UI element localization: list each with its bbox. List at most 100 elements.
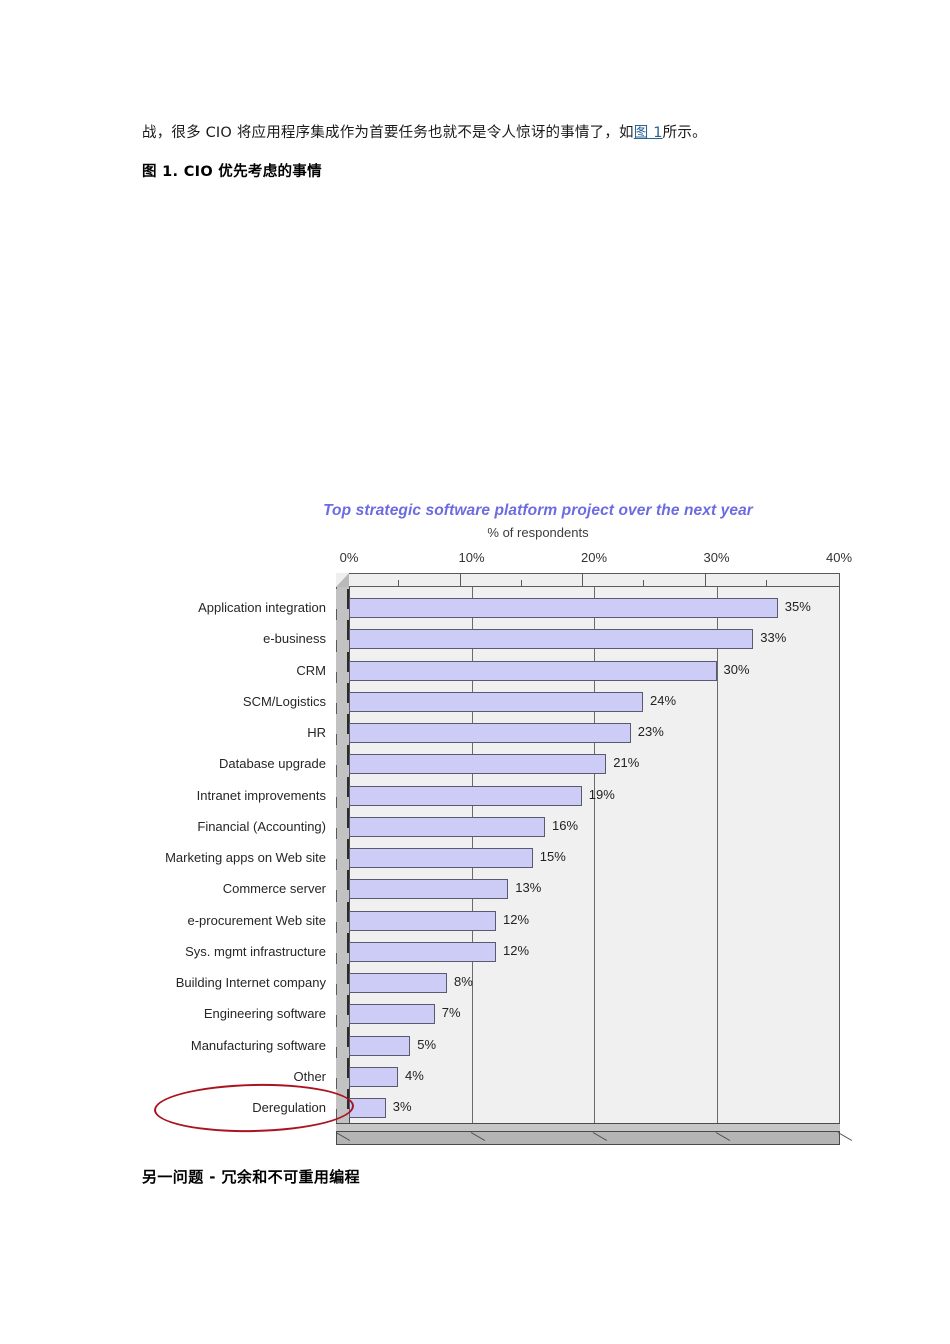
figure-caption: 图 1. CIO 优先考虑的事情 xyxy=(142,164,322,180)
bar-row: 16% xyxy=(336,807,840,848)
bar-value-label: 33% xyxy=(760,630,787,646)
bar-marketing-apps-on-web-site xyxy=(349,848,533,868)
major-tick-10 xyxy=(459,573,461,586)
bar-depth-shadow xyxy=(336,1089,349,1109)
category-label: Financial (Accounting) xyxy=(197,818,326,834)
bar-depth-shadow xyxy=(336,682,349,703)
bar-row: 13% xyxy=(336,870,840,910)
bar-value-label: 8% xyxy=(454,974,473,989)
category-label: Building Internet company xyxy=(175,975,326,990)
bar-other xyxy=(349,1066,398,1087)
plot-area: 35% 33% 30% 24% 23% 21% 19% 16% 15% 13% 12% 12% 8% 7%… xyxy=(335,573,853,1151)
chart-floor xyxy=(335,1123,853,1145)
bar-scm-logistics xyxy=(349,691,643,712)
bar-row: 5% xyxy=(336,1026,840,1067)
figure-1-link[interactable]: 图 1 xyxy=(633,125,663,141)
bar-depth-shadow xyxy=(336,651,349,672)
bar-value-label: 12% xyxy=(503,911,530,927)
x-tick-label-30: 30% xyxy=(703,550,730,565)
bar-row: 15% xyxy=(336,839,840,879)
category-label: SCM/Logistics xyxy=(242,693,326,709)
category-label: Marketing apps on Web site xyxy=(165,850,326,865)
bar-depth-shadow xyxy=(336,870,349,891)
chart-title: Top strategic software platform project … xyxy=(323,502,753,519)
bar-manufacturing-software xyxy=(349,1035,411,1056)
bar-depth-shadow xyxy=(336,1026,349,1047)
bar-sys-mgmt-infrastructure xyxy=(349,941,496,962)
bar-value-label: 35% xyxy=(784,599,811,614)
bar-value-label: 21% xyxy=(613,755,640,771)
figure-chart: Top strategic software platform project … xyxy=(0,495,950,1165)
bar-depth-shadow xyxy=(336,807,349,828)
bar-value-label: 12% xyxy=(503,942,530,958)
chart-top-face xyxy=(336,573,840,587)
bar-series: 35% 33% 30% 24% 23% 21% 19% 16% 15% 13% 12% 12% 8% 7%… xyxy=(336,587,840,1123)
bar-row: 4% xyxy=(336,1057,840,1098)
bar-depth-shadow xyxy=(336,776,349,797)
bar-value-label: 24% xyxy=(650,692,677,708)
chart-floor-top xyxy=(336,1123,840,1132)
category-label: Deregulation xyxy=(252,1100,326,1115)
category-label: Manufacturing software xyxy=(190,1037,326,1053)
category-label: Engineering software xyxy=(203,1006,326,1022)
bar-depth-shadow xyxy=(336,1057,349,1078)
bar-depth-shadow xyxy=(336,620,349,641)
bar-value-label: 4% xyxy=(405,1067,424,1083)
major-tick-20 xyxy=(582,573,583,586)
category-label: e-procurement Web site xyxy=(187,912,327,928)
x-tick-label-0: 0% xyxy=(339,550,359,565)
bar-row: 12% xyxy=(336,932,840,973)
gridline-20 xyxy=(594,587,595,1123)
bar-crm xyxy=(349,660,717,681)
gridline-30 xyxy=(716,587,718,1123)
bar-commerce-server xyxy=(349,879,509,900)
bar-depth-shadow xyxy=(336,745,349,766)
bar-depth-shadow xyxy=(336,932,349,953)
bar-row: 23% xyxy=(336,714,840,754)
bar-value-label: 15% xyxy=(539,849,566,864)
bar-row: 7% xyxy=(336,995,840,1035)
bar-value-label: 13% xyxy=(515,880,542,896)
category-label: Other xyxy=(293,1068,326,1084)
bar-value-label: 30% xyxy=(723,661,750,677)
bar-row: 24% xyxy=(336,682,840,723)
paragraph-text-suffix: 所示。 xyxy=(662,125,707,141)
category-label: CRM xyxy=(296,662,326,678)
bar-database-upgrade xyxy=(349,754,607,775)
bar-row: 30% xyxy=(336,651,840,692)
bar-deregulation xyxy=(349,1098,386,1118)
category-label: HR xyxy=(307,725,326,740)
x-tick-label-10: 10% xyxy=(458,550,485,565)
category-label: Sys. mgmt infrastructure xyxy=(185,943,326,959)
bar-row: 8% xyxy=(336,964,840,1004)
x-tick-label-40: 40% xyxy=(825,550,853,565)
bar-row: 19% xyxy=(336,776,840,817)
bar-depth-shadow xyxy=(336,714,349,734)
body-paragraph: 战，很多 CIO 将应用程序集成作为首要任务也就不是令人惊讶的事情了，如图 1所… xyxy=(142,122,812,144)
bar-value-label: 16% xyxy=(552,817,579,833)
x-axis-tick-labels: 0% 10% 20% 30% 40% xyxy=(0,550,950,568)
bar-value-label: 19% xyxy=(588,786,615,802)
paragraph-text-prefix: 战，很多 CIO 将应用程序集成作为首要任务也就不是令人惊讶的事情了，如 xyxy=(142,125,634,141)
bar-row: 3% xyxy=(336,1089,840,1129)
bar-value-label: 5% xyxy=(417,1036,437,1052)
bar-depth-shadow xyxy=(336,839,349,859)
bar-row: 12% xyxy=(336,901,840,942)
minor-tick-35 xyxy=(765,580,767,586)
bar-depth-shadow xyxy=(336,589,349,609)
category-label: Intranet improvements xyxy=(196,787,326,803)
chart-top-left-wedge xyxy=(336,573,349,587)
bar-depth-shadow xyxy=(336,995,349,1016)
category-label: Commerce server xyxy=(222,881,326,897)
y-axis-category-labels: Application integration e-business CRM SCM/… xyxy=(0,587,336,1147)
bar-value-label: 7% xyxy=(441,1005,461,1021)
bar-row: 35% xyxy=(336,589,840,629)
chart-subtitle: % of respondents xyxy=(487,525,589,540)
section-heading: 另一问题 - 冗余和不可重用编程 xyxy=(142,1168,361,1186)
category-label: Database upgrade xyxy=(219,756,326,772)
bar-engineering-software xyxy=(349,1004,435,1025)
category-label: e-business xyxy=(263,631,326,647)
chart-floor-front xyxy=(336,1131,840,1145)
major-tick-30 xyxy=(704,573,706,586)
bar-value-label: 23% xyxy=(637,724,664,739)
